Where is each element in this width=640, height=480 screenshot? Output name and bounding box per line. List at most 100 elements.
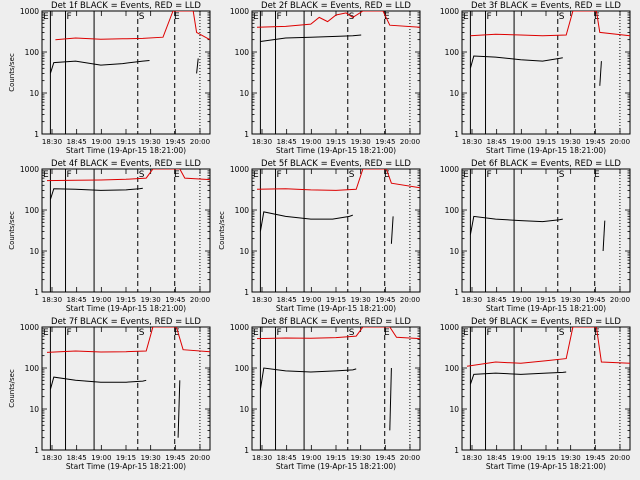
series-line-red bbox=[256, 327, 420, 340]
y-tick-label: 1000 bbox=[20, 323, 39, 332]
event-flag: F bbox=[67, 12, 72, 22]
y-tick-label: 10 bbox=[449, 405, 459, 414]
series-line-red bbox=[256, 169, 420, 191]
y-tick-label: 100 bbox=[235, 206, 250, 215]
x-tick-label: 19:45 bbox=[375, 454, 395, 462]
y-tick-label: 1000 bbox=[440, 165, 459, 174]
y-tick-label: 1000 bbox=[230, 7, 249, 16]
series-line-red bbox=[46, 169, 210, 182]
chart-panel-1: Det 1f BLACK = Events, RED = LLD 1 10 100 10… bbox=[8, 1, 211, 155]
x-tick-label: 19:00 bbox=[301, 296, 321, 304]
x-tick-label: 20:00 bbox=[400, 138, 420, 146]
x-tick-label: 19:00 bbox=[91, 296, 111, 304]
y-tick-label: 1 bbox=[34, 288, 39, 297]
series-line-black-2 bbox=[599, 61, 602, 86]
y-axis-label: Counts/sec bbox=[8, 53, 16, 92]
x-tick-label: 19:30 bbox=[141, 138, 161, 146]
x-axis-label: Start Time (19-Apr-15 18:21:00) bbox=[276, 304, 396, 313]
event-flag: E bbox=[43, 170, 49, 180]
series-line-black bbox=[469, 371, 567, 385]
x-tick-label: 18:45 bbox=[67, 454, 87, 462]
series-line-red bbox=[256, 11, 420, 28]
y-tick-label: 1000 bbox=[440, 7, 459, 16]
y-tick-label: 1 bbox=[34, 130, 39, 139]
event-flag: F bbox=[277, 328, 282, 338]
y-tick-label: 100 bbox=[445, 364, 460, 373]
event-flag: E bbox=[253, 170, 259, 180]
x-tick-label: 18:30 bbox=[252, 454, 272, 462]
event-flag: E bbox=[463, 12, 469, 22]
y-tick-label: 100 bbox=[445, 48, 460, 57]
chart-panel-7: Det 7f BLACK = Events, RED = LLD 1 10 100 10… bbox=[8, 317, 211, 471]
x-tick-label: 18:30 bbox=[462, 296, 482, 304]
x-tick-label: 19:30 bbox=[561, 138, 581, 146]
x-tick-label: 18:30 bbox=[42, 138, 62, 146]
chart-panel-4: Det 4f BLACK = Events, RED = LLD 1 10 100 10… bbox=[8, 159, 211, 313]
y-tick-label: 1 bbox=[34, 446, 39, 455]
x-tick-label: 19:00 bbox=[511, 454, 531, 462]
series-line-black-2 bbox=[389, 367, 392, 431]
event-flag: S bbox=[139, 12, 145, 22]
x-tick-label: 20:00 bbox=[610, 454, 630, 462]
series-line-black bbox=[469, 55, 563, 69]
x-tick-label: 19:45 bbox=[585, 454, 605, 462]
y-tick-label: 1000 bbox=[230, 323, 249, 332]
event-flag: F bbox=[487, 12, 492, 22]
chart-panel-2: Det 2f BLACK = Events, RED = LLD 1 10 100 10… bbox=[230, 1, 421, 155]
x-tick-label: 18:30 bbox=[42, 296, 62, 304]
event-flag: S bbox=[559, 12, 565, 22]
chart-title: Det 8f BLACK = Events, RED = LLD bbox=[261, 317, 411, 327]
x-tick-label: 19:00 bbox=[301, 454, 321, 462]
series-line-black bbox=[260, 34, 362, 42]
x-tick-label: 18:30 bbox=[462, 454, 482, 462]
event-flag: F bbox=[487, 328, 492, 338]
y-tick-label: 1 bbox=[244, 130, 249, 139]
event-flag: S bbox=[559, 328, 565, 338]
event-flag: S bbox=[139, 170, 145, 180]
chart-title: Det 4f BLACK = Events, RED = LLD bbox=[51, 159, 201, 169]
x-tick-label: 19:15 bbox=[536, 138, 556, 146]
event-flag: E bbox=[253, 12, 259, 22]
x-axis-label: Start Time (19-Apr-15 18:21:00) bbox=[486, 304, 606, 313]
y-tick-label: 10 bbox=[239, 405, 249, 414]
y-tick-label: 1000 bbox=[440, 323, 459, 332]
x-tick-label: 19:00 bbox=[511, 138, 531, 146]
x-tick-label: 19:15 bbox=[326, 138, 346, 146]
x-tick-label: 19:30 bbox=[351, 454, 371, 462]
x-tick-label: 19:15 bbox=[116, 138, 136, 146]
x-tick-label: 20:00 bbox=[400, 296, 420, 304]
series-line-black bbox=[469, 215, 563, 235]
x-tick-label: 18:45 bbox=[487, 296, 507, 304]
x-tick-label: 19:00 bbox=[91, 454, 111, 462]
chart-panel-3: Det 3f BLACK = Events, RED = LLD 1 10 100 10… bbox=[440, 1, 631, 155]
chart-title: Det 5f BLACK = Events, RED = LLD bbox=[261, 159, 411, 169]
x-tick-label: 19:30 bbox=[141, 454, 161, 462]
y-tick-label: 10 bbox=[239, 247, 249, 256]
series-line-black-2 bbox=[602, 220, 606, 252]
chart-title: Det 7f BLACK = Events, RED = LLD bbox=[51, 317, 201, 327]
x-tick-label: 19:45 bbox=[585, 138, 605, 146]
y-tick-label: 1 bbox=[454, 130, 459, 139]
event-flag: F bbox=[67, 170, 72, 180]
x-tick-label: 18:30 bbox=[252, 138, 272, 146]
x-tick-label: 18:45 bbox=[277, 138, 297, 146]
event-flag: S bbox=[559, 170, 565, 180]
y-axis-label: Counts/sec bbox=[8, 369, 16, 408]
x-tick-label: 19:00 bbox=[301, 138, 321, 146]
chart-title: Det 1f BLACK = Events, RED = LLD bbox=[51, 1, 201, 11]
x-tick-label: 19:15 bbox=[326, 296, 346, 304]
x-axis-label: Start Time (19-Apr-15 18:21:00) bbox=[276, 462, 396, 471]
y-tick-label: 100 bbox=[445, 206, 460, 215]
panel-grid: Det 1f BLACK = Events, RED = LLD 1 10 100 10… bbox=[8, 1, 631, 471]
event-flag: E bbox=[384, 12, 390, 22]
event-flag: E bbox=[174, 170, 180, 180]
series-line-black-2 bbox=[390, 216, 394, 244]
chart-title: Det 6f BLACK = Events, RED = LLD bbox=[471, 159, 621, 169]
x-tick-label: 19:00 bbox=[91, 138, 111, 146]
x-tick-label: 20:00 bbox=[190, 138, 210, 146]
series-line-black-2 bbox=[177, 380, 181, 438]
x-tick-label: 18:30 bbox=[252, 296, 272, 304]
event-flag: S bbox=[349, 328, 355, 338]
y-tick-label: 100 bbox=[25, 364, 40, 373]
